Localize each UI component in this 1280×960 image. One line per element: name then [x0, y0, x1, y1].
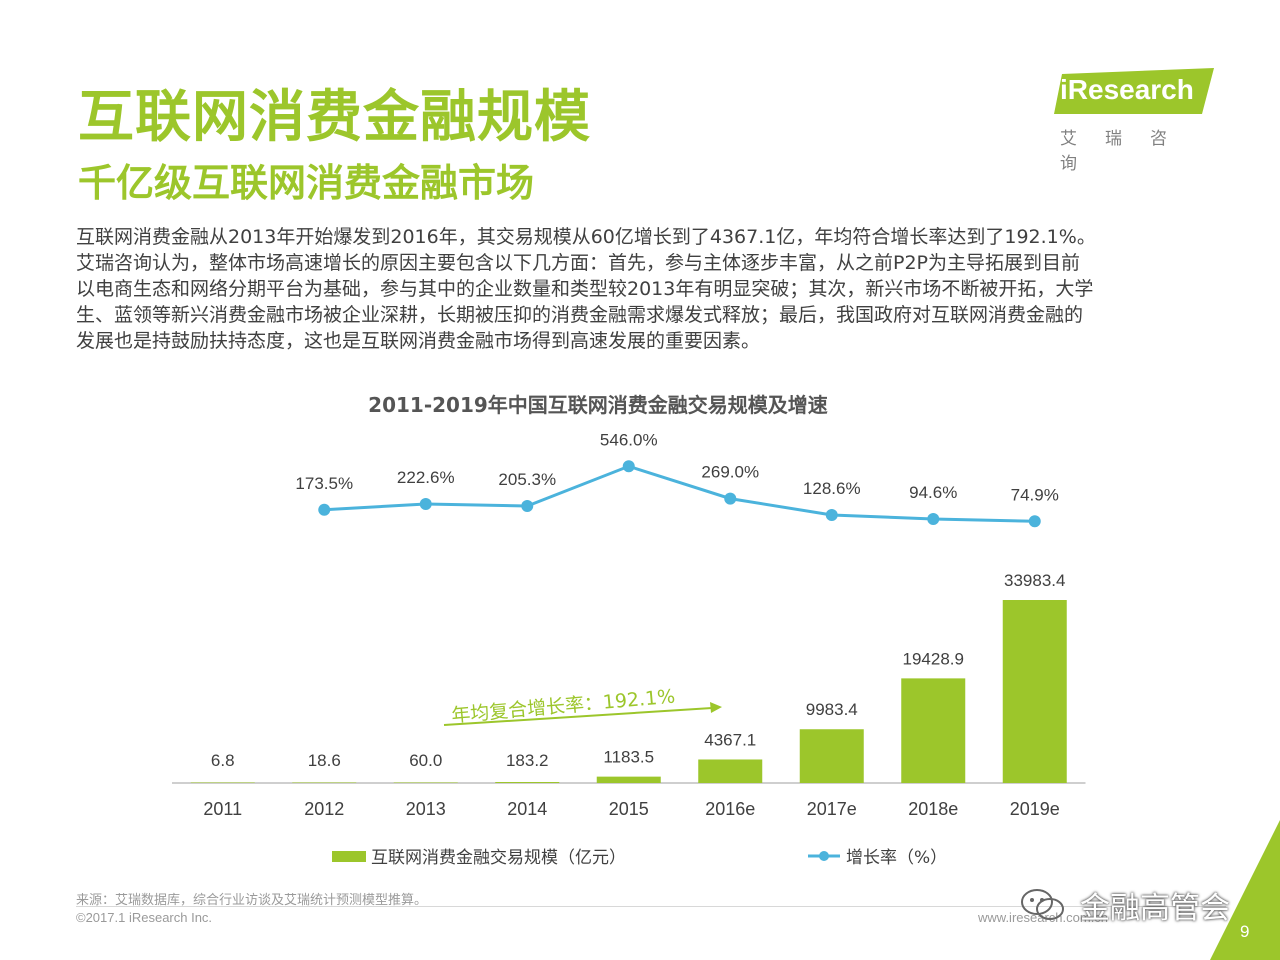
growth-rate-label: 205.3%	[498, 470, 556, 489]
bar	[901, 678, 966, 783]
bar	[190, 782, 255, 783]
x-tick-label: 2018e	[908, 799, 958, 819]
bar	[292, 782, 357, 783]
bar	[495, 782, 560, 783]
logo-badge-shape	[1054, 68, 1214, 114]
growth-rate-label: 74.9%	[1011, 485, 1059, 504]
x-tick-label: 2012	[304, 799, 344, 819]
bar-value-label: 4367.1	[704, 730, 756, 749]
bar-value-label: 60.0	[409, 751, 442, 770]
chart-title: 2011-2019年中国互联网消费金融交易规模及增速	[368, 393, 828, 417]
cagr-arrow-line	[443, 707, 713, 726]
cagr-annotation: 年均复合增长率：192.1%	[451, 686, 677, 727]
logo-cn-text: 艾瑞咨询	[1060, 129, 1195, 174]
page-number: 9	[1240, 922, 1250, 941]
logo-brand-text: iResearch	[1060, 74, 1194, 105]
bar-value-label: 183.2	[506, 751, 549, 770]
x-tick-label: 2013	[406, 799, 446, 819]
bar	[393, 782, 458, 783]
bar-value-label: 18.6	[308, 751, 341, 770]
growth-rate-point	[419, 498, 432, 511]
growth-rate-point	[622, 460, 635, 473]
bar	[1002, 600, 1067, 783]
growth-rate-point	[927, 512, 940, 525]
bar	[596, 776, 661, 783]
bar	[799, 729, 864, 783]
bar	[698, 759, 763, 783]
bar-value-label: 6.8	[211, 751, 235, 770]
x-tick-label: 2015	[609, 799, 649, 819]
growth-rate-label: 222.6%	[397, 468, 455, 487]
growth-rate-point	[521, 500, 534, 513]
legend-line-label: 增长率（%）	[846, 848, 947, 868]
wechat-icon	[1021, 889, 1064, 920]
x-tick-label: 2014	[507, 799, 547, 819]
growth-rate-label: 269.0%	[701, 463, 759, 482]
footer-source: 来源：艾瑞数据库，综合行业访谈及艾瑞统计预测模型推算。	[76, 893, 428, 908]
intro-paragraph: 互联网消费金融从2013年开始爆发到2016年，其交易规模从60亿增长到了436…	[76, 226, 1096, 352]
page-subtitle: 千亿级互联网消费金融市场	[78, 161, 535, 205]
legend-line-marker	[819, 851, 829, 861]
bar-value-label: 9983.4	[806, 700, 858, 719]
x-tick-label: 2017e	[807, 799, 857, 819]
growth-rate-point	[724, 492, 737, 505]
growth-rate-label: 173.5%	[295, 474, 353, 493]
bar-value-label: 19428.9	[903, 649, 964, 668]
growth-rate-point	[318, 503, 331, 516]
growth-rate-label: 94.6%	[909, 483, 957, 502]
legend-bar-swatch	[332, 851, 366, 862]
x-tick-label: 2019e	[1010, 799, 1060, 819]
footer-divider	[76, 906, 1226, 907]
x-tick-label: 2016e	[705, 799, 755, 819]
legend-bar-label: 互联网消费金融交易规模（亿元）	[371, 848, 626, 868]
bar-value-label: 33983.4	[1004, 571, 1065, 590]
watermark-text: 金融高管会	[1080, 891, 1230, 926]
growth-rate-label: 128.6%	[803, 479, 861, 498]
page-title: 互联网消费金融规模	[78, 85, 591, 150]
iresearch-logo: iResearch 艾瑞咨询	[1054, 66, 1224, 174]
growth-rate-label: 546.0%	[600, 430, 658, 449]
page-corner-triangle	[1210, 820, 1280, 960]
growth-rate-line	[324, 464, 1035, 523]
footer-copyright: ©2017.1 iResearch Inc.	[76, 910, 213, 925]
bar-value-label: 1183.5	[603, 748, 654, 767]
growth-rate-point	[1028, 515, 1041, 528]
growth-rate-point	[825, 508, 838, 521]
x-tick-label: 2011	[203, 799, 242, 819]
cagr-arrow-head	[710, 702, 722, 713]
